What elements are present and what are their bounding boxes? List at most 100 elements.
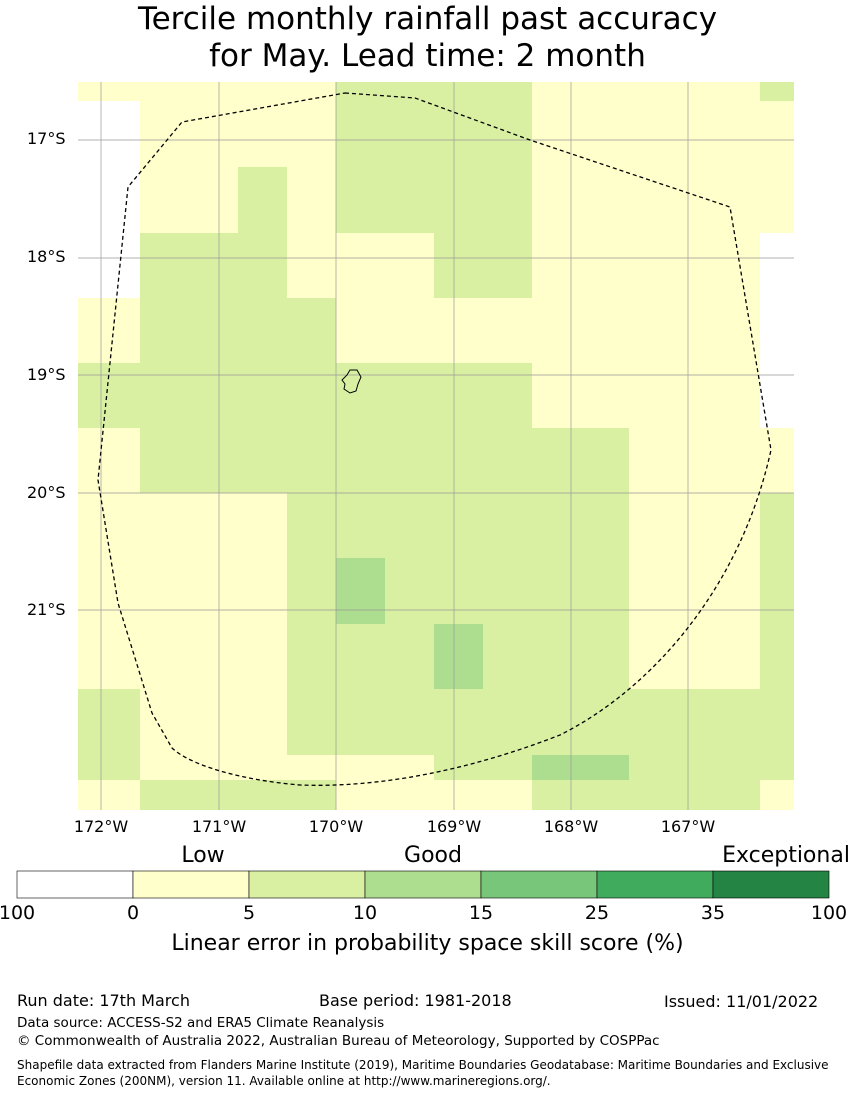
grid-cell (385, 689, 434, 755)
grid-cell (532, 363, 629, 428)
grid-cell (532, 493, 629, 558)
grid-cell (532, 101, 629, 167)
grid-cell (336, 233, 385, 298)
grid-cell (287, 167, 336, 233)
grid-cell (483, 298, 532, 363)
grid-cell (629, 298, 727, 363)
grid-cell (238, 558, 287, 624)
grid-cell (532, 558, 629, 624)
grid-cell (760, 298, 794, 363)
grid-cell (140, 780, 238, 810)
grid-cell (434, 363, 483, 428)
lat-label-19s: 19°S (27, 365, 66, 384)
grid-cell (629, 624, 727, 689)
base-period: Base period: 1981-2018 (319, 991, 512, 1010)
grid-cell (385, 233, 434, 298)
grid-cell (238, 363, 287, 428)
lon-label-171w: 171°W (191, 817, 247, 836)
grid-cell (287, 493, 336, 558)
copyright: © Commonwealth of Australia 2022, Austra… (17, 1033, 660, 1049)
grid-cell (238, 755, 287, 780)
colorbar-tick: 35 (700, 902, 726, 924)
grid-cell (760, 780, 794, 810)
grid-cell (727, 298, 760, 363)
grid-cell (434, 167, 483, 233)
grid-cell (287, 298, 336, 363)
grid-cell (727, 363, 760, 428)
grid-cell (238, 780, 287, 810)
grid-cell (140, 493, 238, 558)
grid-cell (434, 624, 483, 689)
grid-cell (336, 82, 385, 101)
grid-cell (532, 624, 629, 689)
colorbar-segment (712, 870, 830, 899)
colorbar-segment (248, 870, 366, 899)
grid-cell (336, 755, 385, 780)
grid-cell (238, 428, 287, 493)
category-good: Good (404, 843, 462, 868)
grid-cell (760, 558, 794, 624)
grid-cell (140, 233, 238, 298)
lon-label-170w: 170°W (308, 817, 364, 836)
grid-cell (78, 101, 140, 167)
grid-cell (336, 363, 385, 428)
grid-cell (532, 428, 629, 493)
issued-date: Issued: 11/01/2022 (664, 992, 819, 1011)
grid-cell (760, 755, 794, 780)
grid-cell (727, 689, 760, 755)
grid-cell (336, 101, 385, 167)
grid-cell (140, 689, 238, 755)
colorbar-tick: 5 (242, 902, 256, 924)
grid-cell (629, 558, 727, 624)
grid-cell (238, 624, 287, 689)
grid-cell (434, 101, 483, 167)
run-date: Run date: 17th March (17, 991, 190, 1010)
eez-boundary (97, 92, 772, 786)
grid-cell (385, 493, 434, 558)
grid-cell (629, 689, 727, 755)
grid-cell (727, 780, 760, 810)
lat-label-18s: 18°S (27, 247, 66, 266)
grid-cell (385, 780, 434, 810)
colorbar-tick: 10 (352, 902, 378, 924)
grid-cell (140, 167, 238, 233)
grid-cell (140, 101, 238, 167)
grid-cell (483, 689, 532, 755)
grid-cell (760, 167, 794, 233)
colorbar (16, 870, 830, 899)
grid-cell (434, 780, 483, 810)
grid-cell (336, 780, 385, 810)
grid-cell (336, 624, 385, 689)
grid-cell (629, 101, 727, 167)
grid-cell (760, 233, 794, 298)
grid-cell (629, 493, 727, 558)
grid-cell (140, 428, 238, 493)
grid-cell (483, 167, 532, 233)
title-line-1: Tercile monthly rainfall past accuracy (137, 1, 718, 37)
grid-cell (336, 298, 385, 363)
grid-cell (385, 101, 434, 167)
grid-cell (78, 298, 140, 363)
grid-cell (532, 233, 629, 298)
grid-cell (238, 167, 287, 233)
grid-cell (140, 82, 238, 101)
grid-cell (727, 624, 760, 689)
grid-cell (760, 82, 794, 101)
category-exceptional: Exceptional (722, 843, 850, 868)
grid-cell (78, 624, 140, 689)
grid-cell (140, 298, 238, 363)
grid-cell (78, 167, 140, 233)
grid-cell (78, 363, 140, 428)
grid-cell (238, 689, 287, 755)
grid-cell (336, 428, 385, 493)
grid-cell (483, 780, 532, 810)
grid-cell (336, 167, 385, 233)
grid-cell (727, 558, 760, 624)
lat-label-20s: 20°S (27, 483, 66, 502)
grid-cell (760, 428, 794, 493)
grid-cell (78, 82, 140, 101)
lat-label-21s: 21°S (27, 600, 66, 619)
title-line-2: for May. Lead time: 2 month (209, 38, 646, 74)
colorbar-tick: 15 (468, 902, 494, 924)
grid-cell (140, 363, 238, 428)
